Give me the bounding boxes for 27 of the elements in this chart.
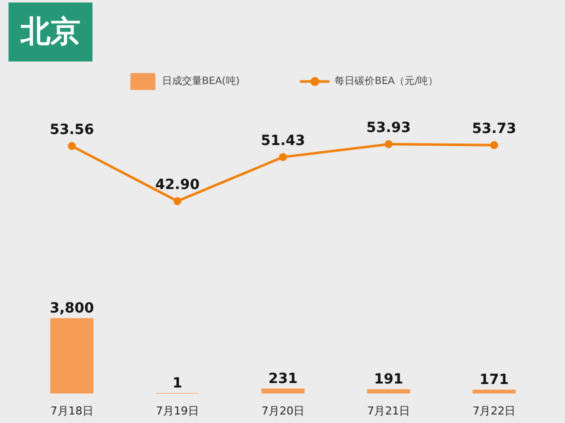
x-tick-label: 7月19日 xyxy=(156,404,199,418)
x-tick-label: 7月22日 xyxy=(472,404,516,418)
bar xyxy=(50,318,94,394)
point xyxy=(490,141,498,150)
data-label: 42.90 xyxy=(155,177,200,194)
data-label: 53.93 xyxy=(366,120,411,136)
point xyxy=(384,140,393,148)
legend-label: 每日碳价BEA（元/吨） xyxy=(334,74,438,88)
data-label: 171 xyxy=(480,372,509,388)
data-label: 191 xyxy=(374,372,404,388)
chart-title: 北京 xyxy=(20,14,80,50)
x-tick-label: 7月18日 xyxy=(50,404,94,418)
x-tick-label: 7月21日 xyxy=(367,404,410,418)
data-label: 1 xyxy=(172,375,182,392)
data-label: 51.43 xyxy=(260,133,306,150)
bar xyxy=(472,390,516,394)
bar xyxy=(261,388,305,394)
bar xyxy=(366,389,410,394)
point xyxy=(279,153,287,162)
data-label: 53.56 xyxy=(50,122,94,138)
data-label: 3,800 xyxy=(50,300,94,317)
point xyxy=(68,142,76,150)
legend-label: 日成交量BEA(吨) xyxy=(162,74,240,88)
data-label: 53.73 xyxy=(472,121,516,138)
point xyxy=(173,197,182,206)
x-tick-label: 7月20日 xyxy=(262,404,304,418)
data-label: 231 xyxy=(268,370,298,387)
